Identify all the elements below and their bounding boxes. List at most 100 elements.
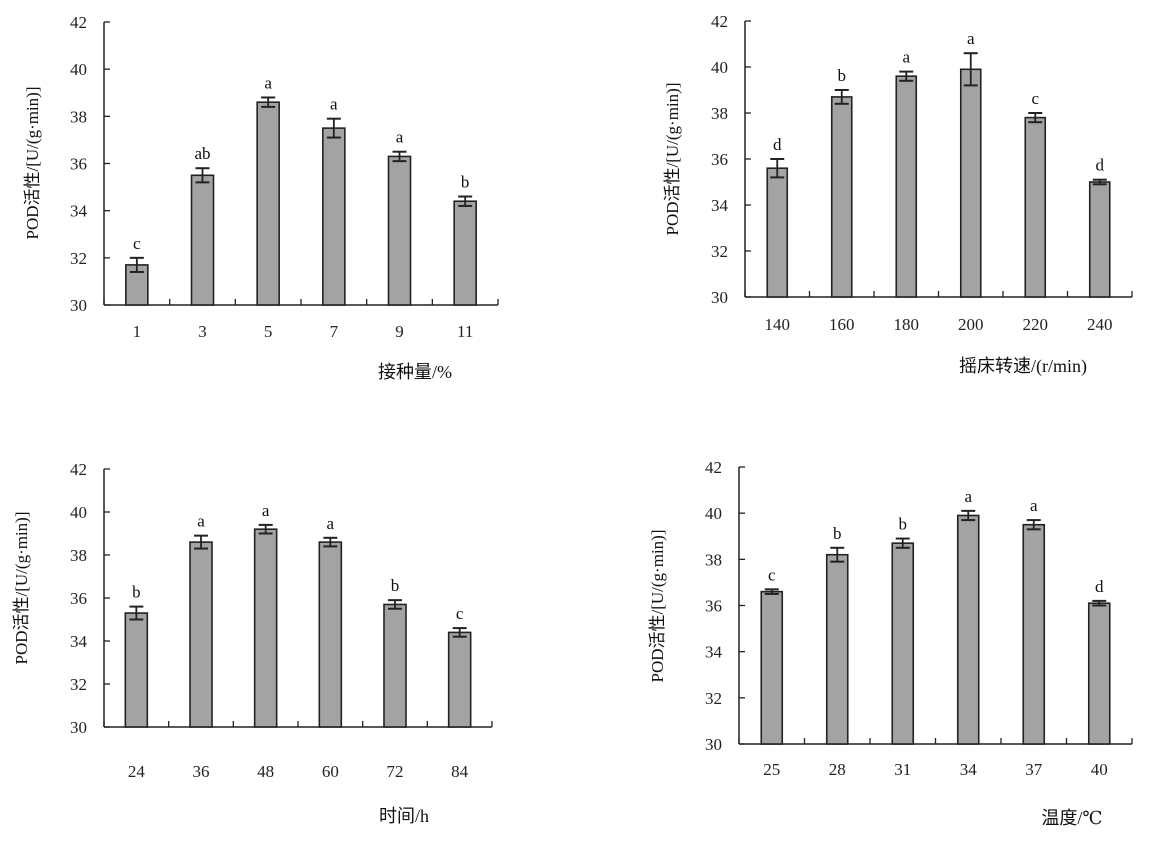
y-tick-label: 32 <box>70 675 87 694</box>
y-tick-label: 30 <box>70 296 87 315</box>
bar <box>956 514 980 745</box>
bar <box>895 75 918 298</box>
bar <box>256 101 280 306</box>
bar <box>1087 602 1111 745</box>
y-tick-label: 42 <box>70 460 87 479</box>
y-tick-label: 42 <box>70 13 87 32</box>
significance-letter: a <box>264 73 272 92</box>
significance-letter: a <box>967 29 975 48</box>
x-tick-label: 180 <box>894 315 920 334</box>
y-tick-label: 42 <box>711 12 728 31</box>
y-tick-label: 38 <box>70 546 87 565</box>
x-tick-label: 48 <box>257 762 274 781</box>
y-axis-title: POD活性/[U/(g·min)] <box>23 87 42 240</box>
x-tick-label: 240 <box>1087 315 1113 334</box>
y-tick-label: 38 <box>70 107 87 126</box>
significance-letter: c <box>768 565 776 584</box>
x-tick-label: 24 <box>128 762 146 781</box>
x-tick-label: 37 <box>1025 760 1043 779</box>
x-tick-label: 40 <box>1091 760 1108 779</box>
y-tick-label: 32 <box>711 242 728 261</box>
x-tick-label: 220 <box>1023 315 1049 334</box>
bar <box>825 553 849 745</box>
x-tick-label: 160 <box>829 315 855 334</box>
y-tick-label: 34 <box>70 632 88 651</box>
x-tick-label: 25 <box>763 760 780 779</box>
bar <box>453 200 477 306</box>
bar <box>830 96 853 298</box>
y-tick-label: 40 <box>70 503 87 522</box>
bar <box>959 68 982 298</box>
y-tick-label: 40 <box>711 58 728 77</box>
x-tick-label: 5 <box>264 322 273 341</box>
y-tick-label: 36 <box>711 150 728 169</box>
significance-letter: a <box>330 95 338 114</box>
significance-letter: b <box>838 66 847 85</box>
y-tick-label: 36 <box>70 155 87 174</box>
y-tick-label: 38 <box>711 104 728 123</box>
significance-letter: a <box>902 48 910 67</box>
x-tick-label: 1 <box>133 322 142 341</box>
x-axis-title: 温度/℃ <box>1041 808 1102 828</box>
bar <box>124 612 149 728</box>
y-tick-label: 32 <box>70 249 87 268</box>
bar <box>1088 181 1111 298</box>
y-tick-label: 30 <box>711 288 728 307</box>
y-tick-label: 36 <box>705 597 722 616</box>
significance-letter: b <box>132 583 141 602</box>
x-axis-title: 时间/h <box>379 806 429 826</box>
x-tick-label: 72 <box>387 762 404 781</box>
y-tick-label: 40 <box>70 60 87 79</box>
bar <box>766 167 789 298</box>
significance-letter: a <box>327 514 335 533</box>
chart-inoculum-amount: 30 32 34 36 38 40 42 c 1 ab 3 a 5 a 7 a 9 b 11 接种量/% POD活性/[… <box>23 13 499 382</box>
y-tick-label: 34 <box>70 202 88 221</box>
significance-letter: b <box>833 524 842 543</box>
significance-letter: b <box>461 173 470 192</box>
significance-letter: d <box>1096 156 1105 175</box>
x-tick-label: 60 <box>322 762 339 781</box>
x-tick-label: 200 <box>958 315 984 334</box>
bar <box>891 542 915 745</box>
significance-letter: d <box>1095 577 1104 596</box>
bar <box>1022 523 1046 745</box>
y-tick-label: 32 <box>705 689 722 708</box>
significance-letter: c <box>1031 89 1039 108</box>
bar <box>322 127 346 306</box>
bar <box>447 631 472 728</box>
y-tick-label: 34 <box>705 643 723 662</box>
bar <box>190 174 215 306</box>
y-tick-label: 42 <box>705 458 722 477</box>
bar <box>253 528 278 728</box>
bar <box>318 541 343 728</box>
x-tick-label: 31 <box>894 760 911 779</box>
y-tick-label: 30 <box>70 718 87 737</box>
significance-letter: a <box>197 512 205 531</box>
x-axis-title: 摇床转速/(r/min) <box>959 356 1087 377</box>
bar <box>189 541 213 728</box>
significance-letter: a <box>262 501 270 520</box>
significance-letter: ab <box>194 144 210 163</box>
bar <box>387 155 412 306</box>
x-tick-label: 140 <box>765 315 791 334</box>
x-tick-label: 7 <box>330 322 339 341</box>
x-tick-label: 34 <box>960 760 978 779</box>
x-tick-label: 3 <box>198 322 207 341</box>
bar <box>760 590 784 745</box>
y-axis-title: POD活性/[U/(g·min)] <box>663 83 682 236</box>
chart-culture-time: 30 32 34 36 38 40 42 b 24 a 36 a 48 a 60 b 72 c 84 时间/h POD活… <box>12 460 493 826</box>
significance-letter: a <box>964 487 972 506</box>
x-axis-title: 接种量/% <box>378 362 452 382</box>
significance-letter: a <box>1030 496 1038 515</box>
y-axis-title: POD活性/[U/(g·min)] <box>12 512 31 665</box>
y-tick-label: 30 <box>705 735 722 754</box>
chart-shaker-speed: 30 32 34 36 38 40 42 d 140 b 160 a 180 a 200 c 220 d 240 摇床… <box>663 12 1133 377</box>
chart-temperature: 30 32 34 36 38 40 42 c 25 b 28 b 31 a 34 a 37 d 40 温度/℃ POD活… <box>648 458 1133 828</box>
significance-letter: d <box>773 135 782 154</box>
bar <box>1024 116 1047 298</box>
x-tick-label: 28 <box>829 760 846 779</box>
x-tick-label: 84 <box>451 762 469 781</box>
y-tick-label: 36 <box>70 589 87 608</box>
significance-letter: c <box>456 604 464 623</box>
